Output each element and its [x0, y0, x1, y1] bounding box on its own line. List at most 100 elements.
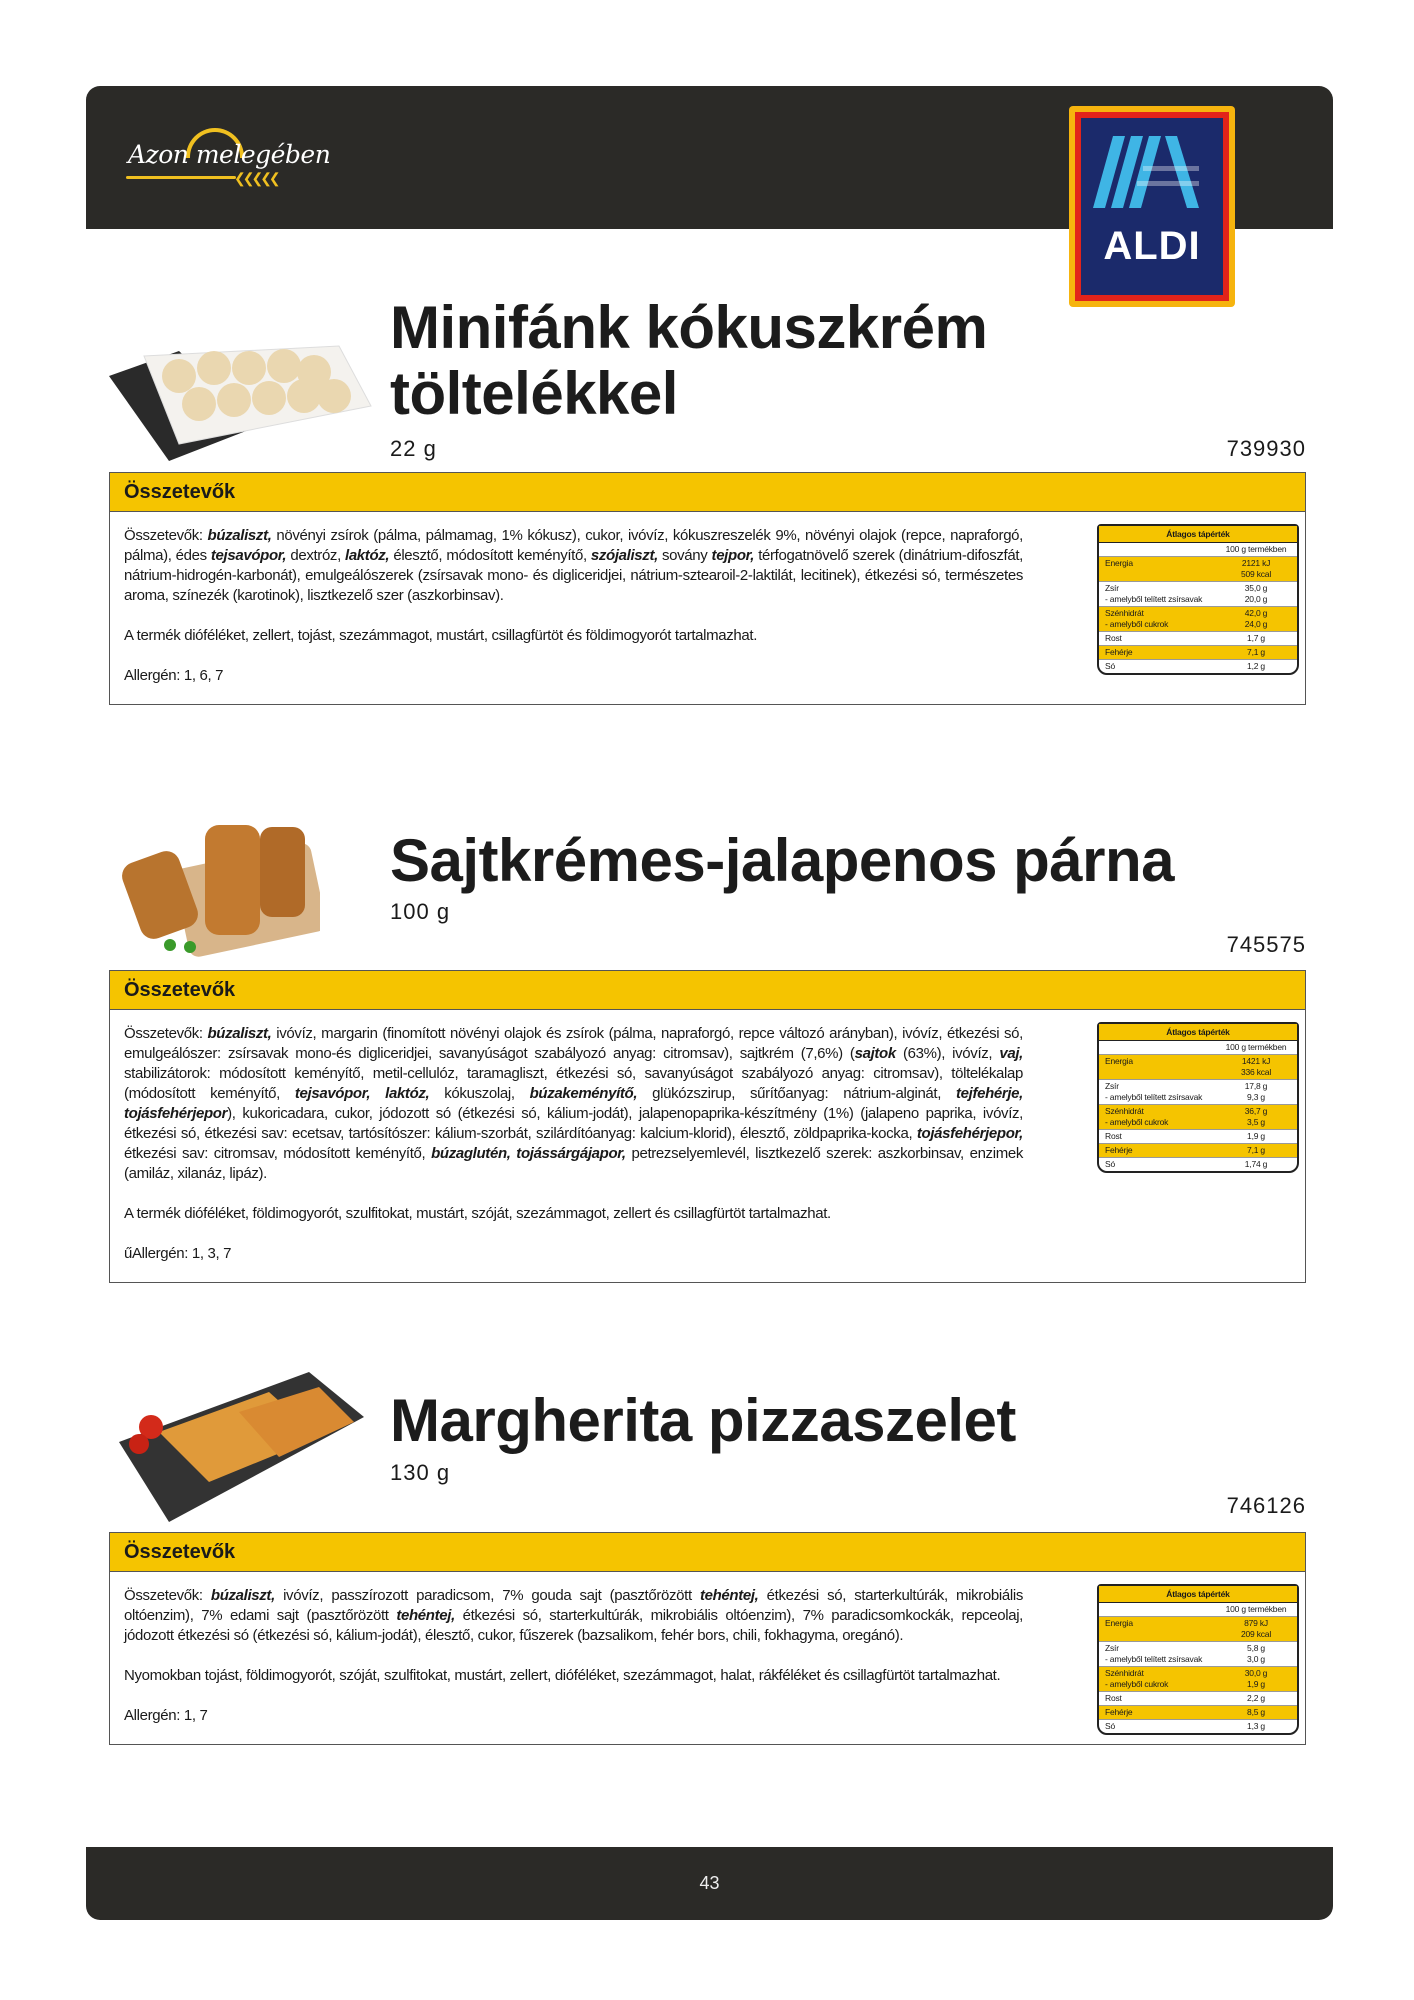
- nutrient-sub-value: 20,0 g: [1244, 594, 1268, 604]
- ingredient-text: étkezési só, starterkultúrák, mikrobiáli…: [124, 1587, 1024, 1624]
- nutrient-value: 7,1 g: [1247, 1145, 1265, 1155]
- allergen-ingredient: tehéntej,: [699, 1587, 759, 1604]
- nutrient-sub-value: 209 kcal: [1240, 1629, 1272, 1639]
- nutrient-value: 17,8 g: [1244, 1081, 1268, 1091]
- allergen-codes: űAllergén: 1, 3, 7: [124, 1245, 232, 1262]
- nutrition-row: Fehérje 8,5 g: [1099, 1706, 1297, 1720]
- allergen-ingredient: tejfehérje, tojásfehérjepor: [124, 1085, 1023, 1122]
- product-code: 745575: [1226, 932, 1306, 957]
- product-title: Sajtkrémes-jalapenos párna: [390, 827, 1175, 894]
- nutrient-label: Zsír: [1105, 1081, 1119, 1091]
- nutrient-sub-value: 9,3 g: [1247, 1092, 1265, 1102]
- trace-note: A termék dióféléket, földimogyorót, szul…: [124, 1205, 831, 1222]
- nutrient-value: 1,74 g: [1244, 1159, 1268, 1169]
- nutrition-row: Fehérje 7,1 g: [1099, 1144, 1297, 1158]
- ingredients-heading: Összetevők: [110, 473, 1305, 512]
- ingredients-text: Összetevők: búzaliszt, növényi zsírok (p…: [124, 526, 1023, 606]
- nutrient-sub-label: - amelyből cukrok: [1105, 619, 1169, 629]
- nutrient-label: Szénhidrát: [1105, 1668, 1144, 1678]
- aldi-stripes-icon: [1093, 136, 1199, 208]
- nutrient-value: 1,3 g: [1247, 1721, 1265, 1731]
- ingredient-text: stabilizátorok: módosított keményítő, me…: [124, 1065, 1023, 1102]
- nutrient-label: Rost: [1105, 1693, 1122, 1703]
- allergen-ingredient: búzaglutén, tojássárgájapor,: [431, 1145, 626, 1162]
- ingredients-box: Összetevők Összetevők: búzaliszt, ivóvíz,…: [109, 970, 1306, 1283]
- nutrient-sub-value: 336 kcal: [1240, 1067, 1272, 1077]
- nutrition-title: Átlagos tápérték: [1099, 1586, 1297, 1603]
- nutrition-row: Szénhidrát - amelyből cukrok 30,0 g 1,9 g: [1099, 1667, 1297, 1692]
- product-title-line: Sajtkrémes-jalapenos párna: [390, 827, 1175, 894]
- nutrient-sub-label: - amelyből telített zsírsavak: [1105, 1654, 1203, 1664]
- allergen-ingredient: tojásfehérjepor,: [916, 1125, 1023, 1142]
- ingredients-text: Összetevők: búzaliszt, ivóvíz, margarin …: [124, 1024, 1023, 1184]
- nutrient-value: 30,0 g: [1244, 1668, 1268, 1678]
- nutrition-row: Szénhidrát - amelyből cukrok 36,7 g 3,5 g: [1099, 1105, 1297, 1130]
- ingredient-text: térfogatnövelő szerek (dinátrium-difoszf…: [124, 547, 1023, 604]
- nutrient-sub-label: - amelyből cukrok: [1105, 1679, 1169, 1689]
- nutrition-row: Rost 1,9 g: [1099, 1130, 1297, 1144]
- nutrition-table: Átlagos tápérték 100 g termékben Energia 87…: [1097, 1584, 1299, 1735]
- page-footer: 43: [86, 1847, 1333, 1920]
- nutrition-table: Átlagos tápérték 100 g termékben Energia 14…: [1097, 1022, 1299, 1173]
- nutrient-value: 5,8 g: [1247, 1643, 1265, 1653]
- allergen-ingredient: sajtok: [854, 1045, 897, 1062]
- nutrient-value: 36,7 g: [1244, 1106, 1268, 1116]
- nutrient-value: 7,1 g: [1247, 647, 1265, 657]
- product-code: 739930: [1226, 436, 1306, 461]
- ingredients-text: Összetevők: búzaliszt, ivóvíz, passzíroz…: [124, 1586, 1023, 1646]
- logo-underline: [126, 176, 236, 179]
- nutrient-value: 1421 kJ: [1241, 1056, 1271, 1066]
- brand-logo-text: Azon melegében: [128, 140, 331, 169]
- nutrient-sub-value: 3,5 g: [1247, 1117, 1265, 1127]
- aldi-logo-text: ALDI: [1103, 224, 1201, 268]
- allergen-codes: Allergén: 1, 6, 7: [124, 667, 224, 684]
- ingredient-text: Összetevők:: [124, 1587, 211, 1604]
- trace-note: Nyomokban tojást, földimogyorót, szóját,…: [124, 1667, 1001, 1684]
- nutrition-row: Energia 1421 kJ 336 kcal: [1099, 1055, 1297, 1080]
- ingredient-text: Összetevők:: [124, 1025, 208, 1042]
- ingredients-box: Összetevők Összetevők: búzaliszt, ivóvíz,…: [109, 1532, 1306, 1745]
- ingredients-heading: Összetevők: [110, 971, 1305, 1010]
- nutrient-value: 1,9 g: [1247, 1131, 1265, 1141]
- nutrient-label: Fehérje: [1105, 1145, 1133, 1155]
- nutrient-sub-label: - amelyből telített zsírsavak: [1105, 594, 1203, 604]
- nutrition-row: Só 1,2 g: [1099, 660, 1297, 673]
- allergen-codes: Allergén: 1, 7: [124, 1707, 208, 1724]
- ingredient-text: étkezési só, starterkultúrák, mikrobiáli…: [124, 1607, 1023, 1644]
- nutrition-column-header: 100 g termékben: [1225, 544, 1287, 554]
- nutrient-value: 1,7 g: [1247, 633, 1265, 643]
- nutrient-label: Rost: [1105, 633, 1122, 643]
- allergen-ingredient: tejsavópor, laktóz,: [294, 1085, 430, 1102]
- page-number: 43: [699, 1873, 720, 1893]
- nutrient-label: Energia: [1105, 558, 1133, 568]
- nutrition-row: Szénhidrát - amelyből cukrok 42,0 g 24,0 g: [1099, 607, 1297, 632]
- nutrition-row: Energia 2121 kJ 509 kcal: [1099, 557, 1297, 582]
- nutrient-value: 1,2 g: [1247, 661, 1265, 671]
- nutrient-label: Energia: [1105, 1618, 1133, 1628]
- nutrient-value: 8,5 g: [1247, 1707, 1265, 1717]
- nutrient-sub-label: - amelyből cukrok: [1105, 1117, 1169, 1127]
- allergen-ingredient: búzaliszt,: [207, 1025, 272, 1042]
- allergen-ingredient: tejpor,: [711, 547, 755, 564]
- nutrition-row: Rost 2,2 g: [1099, 1692, 1297, 1706]
- ingredient-text: étkezési sav: citromsav, módosított kemé…: [124, 1145, 432, 1162]
- allergen-ingredient: búzakeményítő,: [529, 1085, 638, 1102]
- nutrient-label: Rost: [1105, 1131, 1122, 1141]
- ingredient-text: élesztő, módosított keményítő,: [389, 547, 591, 564]
- product-image: [109, 326, 384, 471]
- ingredient-text: petrezselyemlevél, lisztkezelő szerek: a…: [124, 1145, 1023, 1182]
- nutrient-label: Energia: [1105, 1056, 1133, 1066]
- nutrient-label: Só: [1105, 661, 1115, 671]
- wheat-icon: ❮❮❮❮❮: [234, 170, 281, 186]
- product-code: 746126: [1226, 1493, 1306, 1518]
- nutrient-label: Zsír: [1105, 583, 1119, 593]
- nutrient-label: Szénhidrát: [1105, 1106, 1144, 1116]
- nutrient-sub-value: 24,0 g: [1244, 619, 1268, 629]
- ingredient-text: növényi zsírok (pálma, pálmamag, 1% kóku…: [124, 527, 1023, 564]
- nutrient-label: Szénhidrát: [1105, 608, 1144, 618]
- allergen-ingredient: szójaliszt,: [590, 547, 658, 564]
- product-title-line: Minifánk kókuszkrém: [390, 294, 988, 361]
- nutrient-value: 2,2 g: [1247, 1693, 1265, 1703]
- allergen-ingredient: laktóz,: [345, 547, 390, 564]
